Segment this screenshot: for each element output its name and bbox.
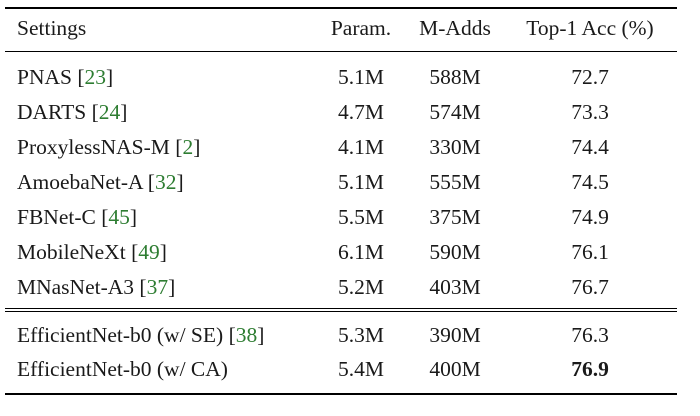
citation-link[interactable]: 23 — [84, 65, 107, 89]
row-param: 5.4M — [338, 357, 384, 381]
row-acc: 76.7 — [571, 275, 609, 299]
table-row: MobileNeXt [49] 6.1M 590M 76.1 — [0, 235, 700, 269]
header-rule — [5, 51, 677, 53]
citation-link[interactable]: 45 — [108, 205, 130, 229]
table-row: MNasNet-A3 [37] 5.2M 403M 76.7 — [0, 270, 700, 304]
row-settings: MNasNet-A3 [37] — [17, 275, 176, 299]
row-acc: 74.4 — [571, 135, 609, 159]
row-settings: AmoebaNet-A [32] — [17, 170, 184, 194]
row-madds: 400M — [429, 357, 481, 381]
top-rule — [5, 7, 677, 9]
row-madds: 590M — [429, 240, 481, 264]
row-settings: EfficientNet-b0 (w/ CA) — [17, 357, 228, 381]
row-madds: 555M — [429, 170, 481, 194]
group-rule-upper — [5, 308, 677, 310]
table-row: PNAS [23] 5.1M 588M 72.7 — [0, 60, 700, 94]
row-madds: 588M — [429, 65, 481, 89]
row-madds: 574M — [429, 100, 481, 124]
table-row: EfficientNet-b0 (w/ SE) [38] 5.3M 390M 7… — [0, 318, 700, 352]
row-settings: ProxylessNAS-M [2] — [17, 135, 201, 159]
row-param: 5.1M — [338, 65, 384, 89]
row-settings: EfficientNet-b0 (w/ SE) [38] — [17, 323, 265, 347]
table-row: DARTS [24] 4.7M 574M 73.3 — [0, 95, 700, 129]
row-settings: MobileNeXt [49] — [17, 240, 167, 264]
row-acc-best: 76.9 — [571, 357, 609, 381]
header-settings: Settings — [17, 16, 87, 40]
row-param: 4.7M — [338, 100, 384, 124]
header-acc: Top-1 Acc (%) — [526, 16, 654, 40]
citation-link[interactable]: 37 — [146, 275, 169, 299]
header-madds: M-Adds — [419, 16, 491, 40]
citation-link[interactable]: 38 — [235, 323, 258, 347]
citation-link[interactable]: 24 — [98, 100, 121, 124]
row-acc: 74.5 — [571, 170, 609, 194]
row-acc: 76.3 — [571, 323, 609, 347]
row-acc: 76.1 — [571, 240, 609, 264]
row-settings: DARTS [24] — [17, 100, 128, 124]
citation-link[interactable]: 32 — [154, 170, 177, 194]
row-acc: 73.3 — [571, 100, 609, 124]
row-param: 5.1M — [338, 170, 384, 194]
row-param: 5.5M — [338, 205, 384, 229]
row-param: 6.1M — [338, 240, 384, 264]
row-settings: PNAS [23] — [17, 65, 114, 89]
table-row: EfficientNet-b0 (w/ CA) 5.4M 400M 76.9 — [0, 352, 700, 386]
row-acc: 74.9 — [571, 205, 609, 229]
row-settings: FBNet-C [45] — [17, 205, 138, 229]
citation-link[interactable]: 49 — [138, 240, 160, 264]
row-param: 5.2M — [338, 275, 384, 299]
row-acc: 72.7 — [571, 65, 609, 89]
row-madds: 330M — [429, 135, 481, 159]
citation-link[interactable]: 2 — [182, 135, 194, 159]
header-param: Param. — [330, 16, 392, 40]
table-row: ProxylessNAS-M [2] 4.1M 330M 74.4 — [0, 130, 700, 164]
table-row: AmoebaNet-A [32] 5.1M 555M 74.5 — [0, 165, 700, 199]
row-madds: 390M — [429, 323, 481, 347]
row-madds: 375M — [429, 205, 481, 229]
group-rule-lower — [5, 311, 677, 313]
row-param: 5.3M — [338, 323, 384, 347]
row-madds: 403M — [429, 275, 481, 299]
table-header: Settings Param. M-Adds Top-1 Acc (%) — [0, 11, 700, 45]
row-param: 4.1M — [338, 135, 384, 159]
table-row: FBNet-C [45] 5.5M 375M 74.9 — [0, 200, 700, 234]
bottom-rule — [5, 393, 677, 395]
